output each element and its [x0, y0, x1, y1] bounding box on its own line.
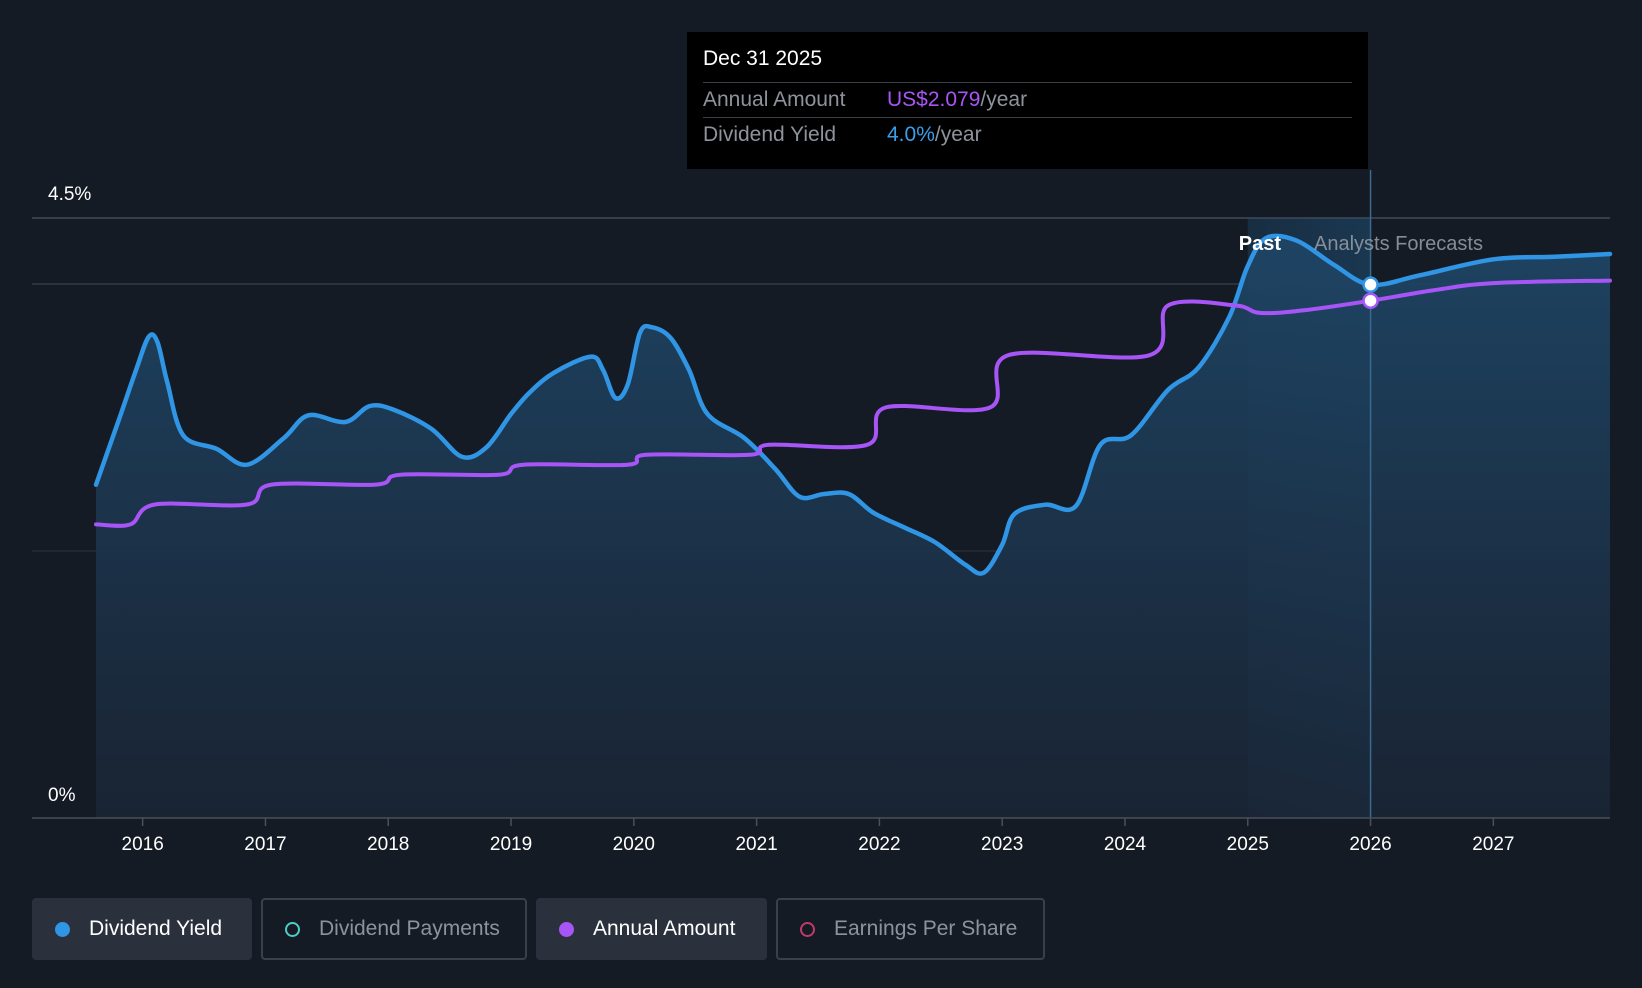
past-label: Past	[1239, 233, 1282, 255]
x-tick-label: 2023	[981, 834, 1023, 855]
tooltip-yield-label: Dividend Yield	[703, 123, 837, 146]
annual-amount-line	[94, 278, 1612, 528]
legend: Dividend Yield Dividend Payments Annual …	[32, 898, 1045, 960]
x-tick-label: 2025	[1227, 834, 1269, 855]
legend-earnings-per-share-dot-icon	[800, 921, 815, 937]
y-tick-label-top: 4.5%	[48, 184, 91, 205]
tooltip: Dec 31 2025 Annual Amount US$2.079 /year…	[687, 32, 1368, 169]
legend-dividend-yield-button[interactable]: Dividend Yield	[32, 898, 252, 960]
x-tick-label: 2019	[490, 834, 532, 855]
legend-annual-amount-button[interactable]: Annual Amount	[536, 898, 767, 960]
legend-annual-amount-dot-icon	[559, 921, 574, 937]
forecast-label: Analysts Forecasts	[1314, 233, 1483, 255]
dividend-yield-marker	[1362, 276, 1379, 293]
legend-dividend-payments-label: Dividend Payments	[319, 917, 500, 940]
tooltip-annual-unit: /year	[980, 88, 1028, 111]
legend-annual-amount-label: Annual Amount	[593, 917, 736, 940]
tooltip-yield-unit: /year	[934, 123, 982, 146]
annual-amount-marker	[1362, 292, 1379, 309]
tooltip-annual-label: Annual Amount	[703, 88, 846, 111]
x-tick-label: 2021	[735, 834, 777, 855]
legend-earnings-per-share-button[interactable]: Earnings Per Share	[776, 898, 1045, 960]
legend-dividend-yield-label: Dividend Yield	[89, 917, 223, 940]
legend-earnings-per-share-label: Earnings Per Share	[834, 917, 1018, 940]
tooltip-annual-value: US$2.079	[887, 88, 981, 111]
x-tick-label: 2017	[244, 834, 286, 855]
tooltip-yield-row: Dividend Yield 4.0% /year	[703, 117, 1352, 152]
x-tick-label: 2024	[1104, 834, 1147, 855]
y-tick-label-bottom: 0%	[48, 785, 76, 806]
legend-dividend-yield-dot-icon	[55, 921, 70, 937]
legend-dividend-payments-button[interactable]: Dividend Payments	[261, 898, 527, 960]
x-tick-label: 2016	[122, 834, 164, 855]
x-tick-label: 2020	[613, 834, 655, 855]
x-axis-ticks: 2016 2017 2018 2019 2020 2021 2022 2023 2024 2025…	[122, 818, 1514, 855]
legend-dividend-payments-dot-icon	[285, 921, 300, 937]
dividend-yield-line	[93, 233, 1613, 576]
dividend-yield-area	[96, 235, 1610, 819]
tooltip-annual-row: Annual Amount US$2.079 /year	[703, 82, 1352, 117]
x-tick-label: 2026	[1349, 834, 1391, 855]
tooltip-date: Dec 31 2025	[703, 47, 823, 70]
x-tick-label: 2027	[1472, 834, 1514, 855]
x-tick-label: 2022	[858, 834, 900, 855]
x-tick-label: 2018	[367, 834, 409, 855]
tooltip-yield-value: 4.0%	[887, 123, 935, 146]
